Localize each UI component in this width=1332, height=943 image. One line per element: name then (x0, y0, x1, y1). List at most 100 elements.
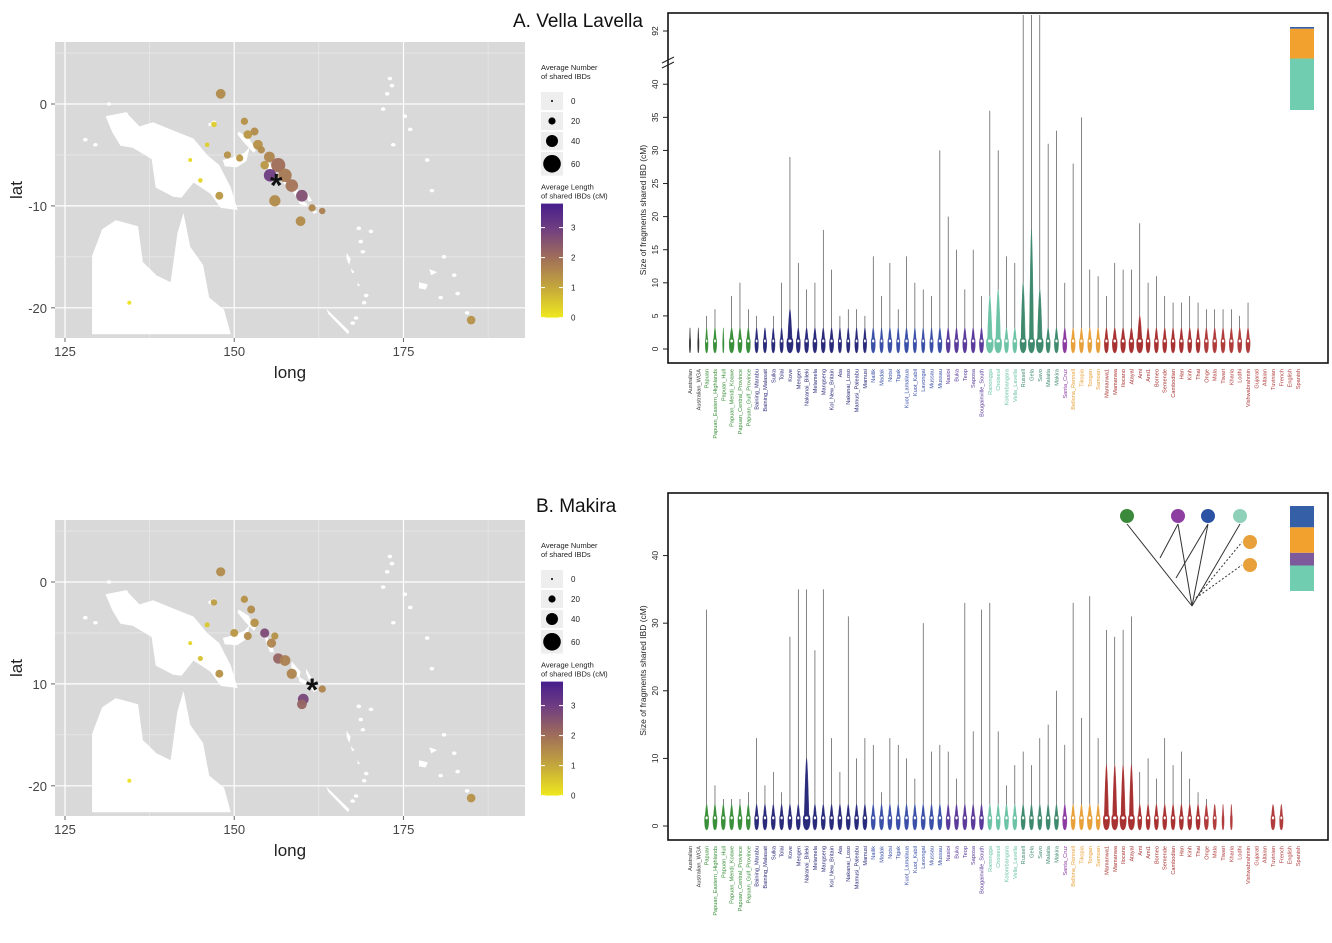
violin-median (1047, 816, 1050, 820)
population-label: Mangseng (821, 846, 827, 872)
population-label: Papuan_Eastern_Highlands (713, 846, 719, 916)
violin-median (755, 816, 758, 820)
map-point (250, 127, 259, 136)
violin-median (1121, 816, 1125, 820)
population-label: Mamusi (863, 846, 869, 866)
population-label: Papuan_Eastern_Highlands (713, 369, 719, 439)
violin-median (888, 339, 892, 343)
population-label: Semende (1163, 369, 1169, 393)
violin-body (1036, 289, 1044, 354)
violin-median (888, 816, 892, 820)
population-label: Thai (1196, 369, 1202, 380)
legend-size-label: 60 (571, 638, 580, 647)
map-point (230, 628, 239, 637)
population-label: Australian (688, 846, 694, 871)
violin-median (863, 816, 867, 820)
population-label: Kharia (1229, 845, 1235, 862)
violin-median (747, 816, 750, 820)
population-label: Cambodian (1171, 369, 1177, 398)
population-label: Nailik (871, 846, 877, 860)
landmass (346, 252, 351, 265)
island (123, 590, 129, 594)
tree-node (1171, 509, 1185, 523)
population-label: Onge (1204, 369, 1210, 383)
violin-body (1103, 764, 1110, 831)
violin-median (804, 816, 809, 820)
island (407, 605, 413, 610)
population-label: Kuot_Lamalaua (905, 368, 911, 408)
landmass (326, 786, 350, 813)
violin-median (1129, 816, 1134, 820)
violin-median (1180, 816, 1183, 820)
island (123, 112, 129, 116)
island (455, 291, 460, 296)
population-label: Madak (880, 369, 886, 386)
population-label: Bellona_Rennell (1071, 846, 1077, 887)
population-label: Bougainville_South (980, 846, 986, 894)
population-label: Mala (1213, 845, 1219, 858)
tree-node (1243, 558, 1257, 572)
violin-median (930, 339, 933, 343)
violin-median (755, 339, 758, 343)
population-label: Papuan_Mendi_Koawe (730, 369, 736, 427)
population-label: Papuan (705, 846, 711, 865)
violin-median (1022, 816, 1025, 820)
tree-node (1243, 535, 1257, 549)
tree-admixture-branch (1195, 564, 1243, 599)
map-point (127, 778, 132, 783)
population-label: French (1279, 369, 1285, 386)
violin-median (855, 339, 858, 343)
island (424, 636, 430, 640)
landmass (105, 590, 238, 688)
population-label: Kinh (1188, 846, 1194, 857)
island (93, 620, 98, 625)
x-tick-label: 125 (54, 822, 76, 837)
island (389, 561, 395, 566)
map-point (296, 189, 308, 202)
panel-a-title: A. Vella Lavella (513, 11, 643, 32)
violin-median (714, 339, 716, 343)
map-point (285, 179, 299, 192)
map-point (269, 195, 281, 207)
map-point (216, 567, 226, 577)
y-axis-label: lat (7, 659, 26, 677)
population-label: Buka (955, 845, 961, 859)
violin-median (1188, 816, 1191, 820)
violin-median (947, 339, 950, 343)
island (356, 704, 362, 709)
population-label: Bellona_Rennell (1071, 369, 1077, 410)
legend-size-dot (543, 155, 561, 173)
island (106, 580, 112, 584)
violin-median (1130, 339, 1133, 343)
population-label: Tigak (896, 846, 902, 860)
legend-size-label: 40 (571, 615, 580, 624)
population-label: Russell (1021, 369, 1027, 387)
map-point (295, 216, 306, 227)
map-point (240, 117, 249, 125)
island (429, 188, 435, 193)
population-label: Semende (1163, 846, 1169, 870)
population-label: Nakanai_Bileki (805, 846, 811, 883)
population-label: Papuan_Gulf_Province (746, 369, 752, 427)
violin-y-tick-label: 20 (650, 686, 660, 696)
island (93, 142, 98, 147)
population-label: Mala (1213, 368, 1219, 381)
island (391, 142, 396, 147)
violin-median (822, 339, 825, 343)
population-label: Mengen (796, 846, 802, 866)
island (83, 137, 88, 142)
landmass (326, 308, 350, 335)
legend-size-label: 0 (571, 97, 576, 106)
population-label: Spanish (1296, 846, 1302, 866)
population-label: Teop (963, 369, 969, 381)
population-label: Notsi (888, 846, 894, 859)
violin-median (730, 339, 733, 343)
legend-size-dot (546, 135, 558, 147)
landmass (92, 213, 231, 335)
island (358, 717, 364, 722)
island (384, 92, 390, 96)
structure-bar (1290, 552, 1314, 566)
legend-size-dot (543, 633, 561, 651)
population-label: Papuan_Mendi_Koawe (730, 846, 736, 904)
violin-median (880, 339, 883, 343)
